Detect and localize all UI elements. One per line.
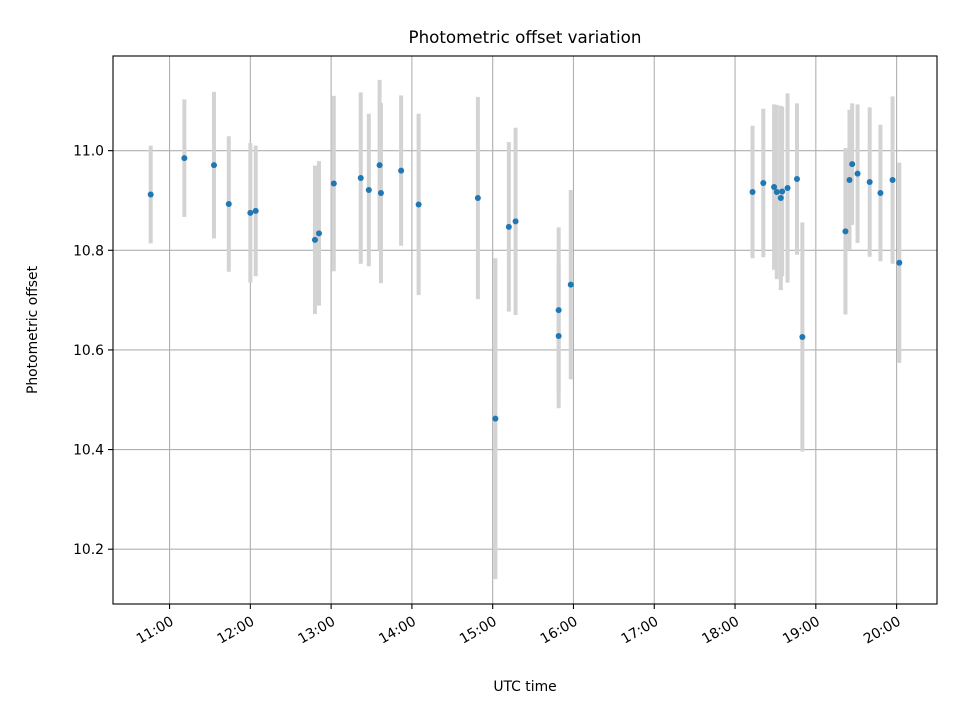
- point-layer: [147, 155, 903, 422]
- data-point: [376, 162, 383, 169]
- data-point: [793, 176, 800, 183]
- data-point: [505, 223, 512, 230]
- data-point: [777, 194, 784, 201]
- data-point: [846, 177, 853, 184]
- data-point: [799, 333, 806, 340]
- y-tick-label: 10.6: [73, 343, 104, 359]
- data-point: [252, 207, 259, 214]
- data-point: [555, 332, 562, 339]
- data-point: [181, 155, 188, 162]
- data-point: [784, 185, 791, 192]
- chart-title: Photometric offset variation: [409, 27, 642, 47]
- data-point: [311, 236, 318, 243]
- data-point: [749, 189, 756, 196]
- data-point: [365, 187, 372, 194]
- data-point: [415, 201, 422, 208]
- data-point: [779, 188, 786, 195]
- y-axis-label: Photometric offset: [25, 265, 41, 394]
- data-point: [896, 259, 903, 266]
- data-point: [889, 177, 896, 184]
- y-tick-label: 10.4: [73, 443, 104, 459]
- y-tick-label: 11.0: [73, 144, 104, 160]
- data-point: [330, 180, 337, 187]
- data-point: [877, 190, 884, 196]
- data-point: [247, 209, 254, 216]
- data-point: [210, 162, 217, 169]
- y-tick-label: 10.8: [73, 243, 104, 259]
- y-tick-label: 10.2: [73, 542, 104, 558]
- data-point: [147, 191, 154, 198]
- data-point: [377, 190, 384, 196]
- data-point: [854, 170, 861, 177]
- data-point: [357, 175, 364, 182]
- data-point: [866, 179, 873, 186]
- plot-frame: [112, 55, 938, 605]
- data-point: [225, 200, 232, 207]
- y-axis-ticks: 10.2 10.4 10.6 10.8 11.0: [73, 144, 113, 558]
- data-point: [849, 161, 856, 168]
- data-point: [773, 189, 780, 196]
- data-point: [492, 415, 499, 422]
- data-point: [842, 228, 849, 235]
- data-point: [567, 281, 574, 288]
- data-point: [474, 194, 481, 201]
- data-point: [398, 167, 405, 174]
- x-axis-label: UTC time: [493, 679, 556, 695]
- data-point: [760, 180, 767, 187]
- data-point: [555, 307, 562, 314]
- data-point: [316, 230, 322, 237]
- data-point: [512, 218, 519, 225]
- grid-layer: [113, 56, 937, 604]
- data-point: [771, 184, 778, 191]
